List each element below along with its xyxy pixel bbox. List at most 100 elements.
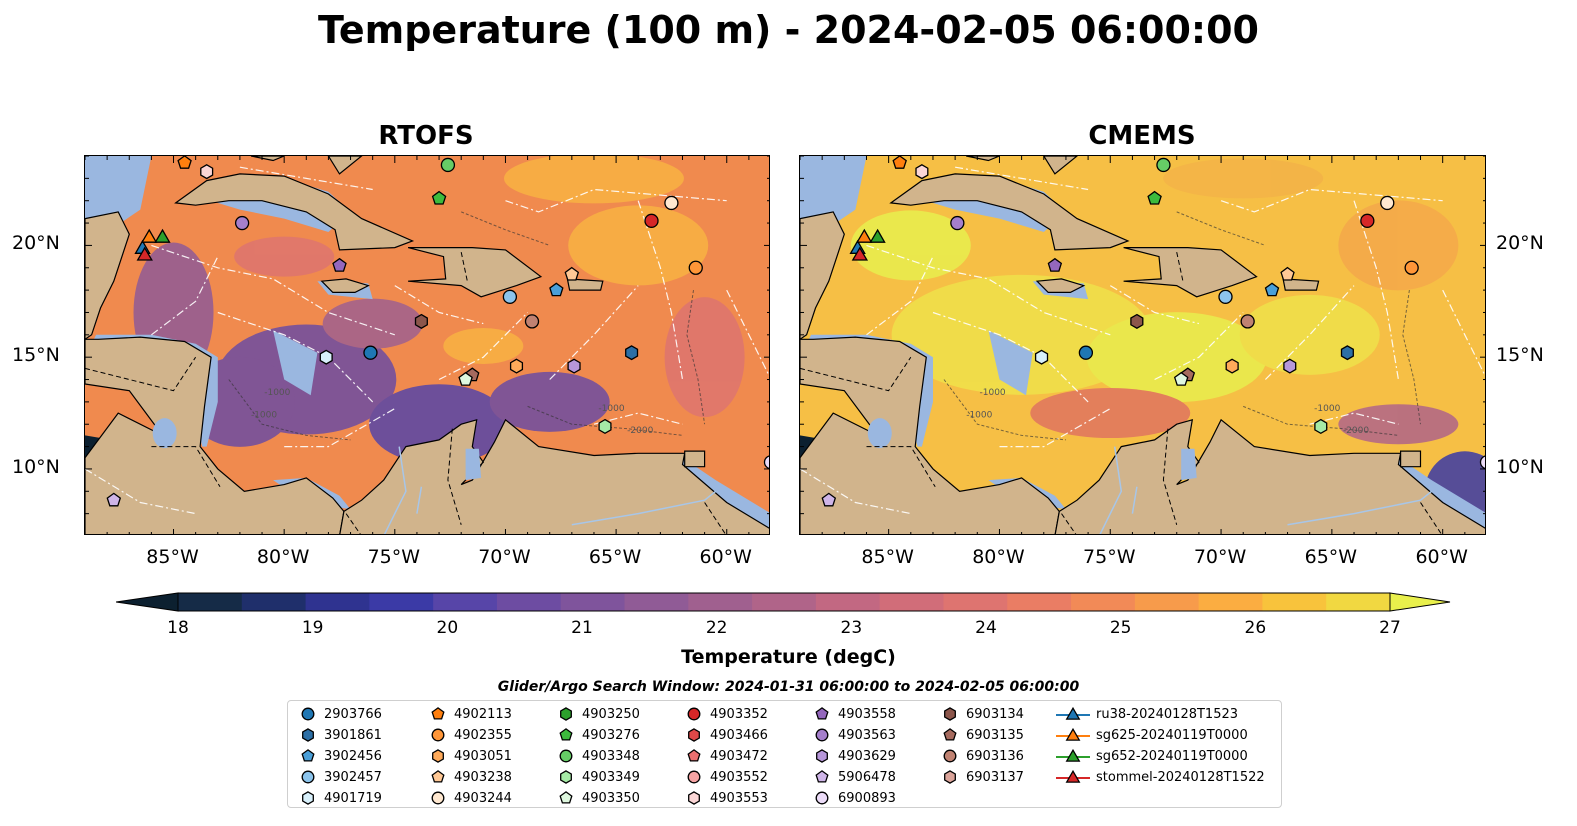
argo-float-3902457[interactable] — [502, 289, 518, 304]
hexagon-marker[interactable] — [944, 707, 956, 721]
legend-item-4903350[interactable]: 4903350 — [556, 788, 640, 808]
argo-float-4903629[interactable] — [1283, 358, 1297, 374]
argo-float-4903553[interactable] — [200, 164, 214, 180]
argo-float-6900893[interactable] — [1479, 455, 1487, 470]
pentagon-marker[interactable] — [815, 707, 829, 720]
circle-marker[interactable] — [943, 749, 957, 763]
argo-float-4902113[interactable] — [892, 156, 907, 169]
legend-item-3902457[interactable]: 3902457 — [298, 767, 382, 787]
glider-sg625[interactable] — [856, 228, 873, 243]
argo-float-4902355[interactable] — [688, 260, 703, 275]
pentagon-marker[interactable] — [559, 728, 573, 741]
triangle-marker[interactable] — [1065, 706, 1081, 720]
argo-float-4902113[interactable] — [177, 156, 192, 169]
argo-float-4902355[interactable] — [1404, 260, 1419, 275]
hexagon-marker[interactable] — [816, 749, 828, 763]
circle-marker[interactable] — [687, 707, 701, 721]
cmems-map[interactable]: -1000 -1000 -2000 -1000 — [799, 155, 1486, 535]
circle-marker[interactable] — [815, 791, 829, 805]
legend-item-4901719[interactable]: 4901719 — [298, 788, 382, 808]
hexagon-marker[interactable] — [302, 791, 314, 805]
pentagon-marker[interactable] — [301, 749, 315, 762]
legend-item-4902113[interactable]: 4902113 — [428, 704, 512, 724]
legend-item-3901861[interactable]: 3901861 — [298, 725, 382, 745]
legend-item-sg652[interactable]: sg652-20240119T0000 — [1056, 746, 1248, 766]
glider-sg625[interactable] — [140, 228, 158, 243]
legend-item-4903629[interactable]: 4903629 — [812, 746, 896, 766]
legend-item-4903250[interactable]: 4903250 — [556, 704, 640, 724]
argo-float-4903051[interactable] — [1225, 358, 1239, 374]
legend-item-6903135[interactable]: 6903135 — [940, 725, 1024, 745]
pentagon-marker[interactable] — [943, 728, 957, 741]
legend-item-4903553[interactable]: 4903553 — [684, 788, 768, 808]
hexagon-marker[interactable] — [688, 791, 700, 805]
argo-float-4903352[interactable] — [644, 213, 659, 228]
legend-item-4903238[interactable]: 4903238 — [428, 767, 512, 787]
pentagon-marker[interactable] — [431, 770, 445, 783]
legend-item-4903552[interactable]: 4903552 — [684, 767, 768, 787]
circle-marker[interactable] — [559, 749, 573, 763]
pentagon-marker[interactable] — [559, 791, 573, 804]
argo-float-3902457[interactable] — [1218, 289, 1233, 304]
legend-item-4903466[interactable]: 4903466 — [684, 725, 768, 745]
legend-item-4903276[interactable]: 4903276 — [556, 725, 640, 745]
pentagon-marker[interactable] — [815, 770, 829, 783]
triangle-marker[interactable] — [1065, 727, 1081, 741]
argo-float-3902456[interactable] — [1264, 282, 1280, 297]
argo-float-4903558[interactable] — [332, 257, 347, 272]
legend-item-5906478[interactable]: 5906478 — [812, 767, 896, 787]
legend-item-ru38[interactable]: ru38-20240128T1523 — [1056, 704, 1238, 724]
argo-float-4903276[interactable] — [1147, 190, 1162, 205]
circle-marker[interactable] — [815, 728, 829, 742]
rtofs-map[interactable]: -1000 -1000 -2000 -1000 — [84, 155, 770, 535]
argo-float-4903349[interactable] — [1314, 418, 1328, 435]
glider-sg652[interactable] — [154, 228, 171, 243]
triangle-marker[interactable] — [1065, 769, 1081, 783]
glider-sg652[interactable] — [869, 228, 886, 243]
circle-marker[interactable] — [687, 770, 701, 784]
legend-item-6903134[interactable]: 6903134 — [940, 704, 1024, 724]
glider-stommel[interactable] — [136, 246, 153, 261]
argo-float-4903558[interactable] — [1047, 257, 1063, 272]
hexagon-marker[interactable] — [432, 749, 444, 763]
argo-float-4903553[interactable] — [915, 164, 929, 180]
argo-float-6903134[interactable] — [1130, 313, 1144, 329]
glider-stommel[interactable] — [851, 246, 869, 261]
circle-marker[interactable] — [301, 770, 315, 784]
legend-item-4903244[interactable]: 4903244 — [428, 788, 512, 808]
legend-item-4902355[interactable]: 4902355 — [428, 725, 512, 745]
argo-float-4903629[interactable] — [567, 358, 581, 374]
argo-float-4903348[interactable] — [1156, 157, 1171, 173]
argo-float-4901719[interactable] — [319, 349, 333, 365]
hexagon-marker[interactable] — [944, 770, 956, 784]
hexagon-marker[interactable] — [560, 770, 572, 784]
legend-item-6903137[interactable]: 6903137 — [940, 767, 1024, 787]
legend-item-4903563[interactable]: 4903563 — [812, 725, 896, 745]
argo-float-2903766[interactable] — [363, 345, 378, 360]
argo-float-6903136[interactable] — [524, 314, 540, 329]
legend-item-4903051[interactable]: 4903051 — [428, 746, 512, 766]
argo-float-4901719[interactable] — [1034, 349, 1049, 365]
hexagon-marker[interactable] — [560, 707, 572, 721]
argo-float-4903244[interactable] — [1380, 195, 1395, 211]
legend-item-2903766[interactable]: 2903766 — [298, 704, 382, 724]
hexagon-marker[interactable] — [302, 728, 314, 742]
triangle-marker[interactable] — [1065, 748, 1081, 762]
argo-float-4903563[interactable] — [950, 215, 965, 231]
argo-float-4903350[interactable] — [1173, 371, 1189, 386]
argo-float-4903276[interactable] — [431, 190, 447, 205]
legend-item-6900893[interactable]: 6900893 — [812, 788, 896, 808]
legend-item-4903558[interactable]: 4903558 — [812, 704, 896, 724]
argo-float-4903051[interactable] — [509, 358, 524, 374]
argo-float-4903348[interactable] — [440, 157, 456, 173]
legend-item-4903348[interactable]: 4903348 — [556, 746, 640, 766]
argo-float-6900893[interactable] — [763, 455, 771, 470]
argo-float-4903349[interactable] — [598, 418, 612, 435]
circle-marker[interactable] — [431, 791, 445, 805]
argo-float-3901861[interactable] — [1340, 345, 1354, 361]
legend-item-4903349[interactable]: 4903349 — [556, 767, 640, 787]
pentagon-marker[interactable] — [687, 749, 701, 762]
argo-float-6903134[interactable] — [414, 313, 428, 329]
legend-item-sg625[interactable]: sg625-20240119T0000 — [1056, 725, 1248, 745]
circle-marker[interactable] — [301, 707, 315, 721]
